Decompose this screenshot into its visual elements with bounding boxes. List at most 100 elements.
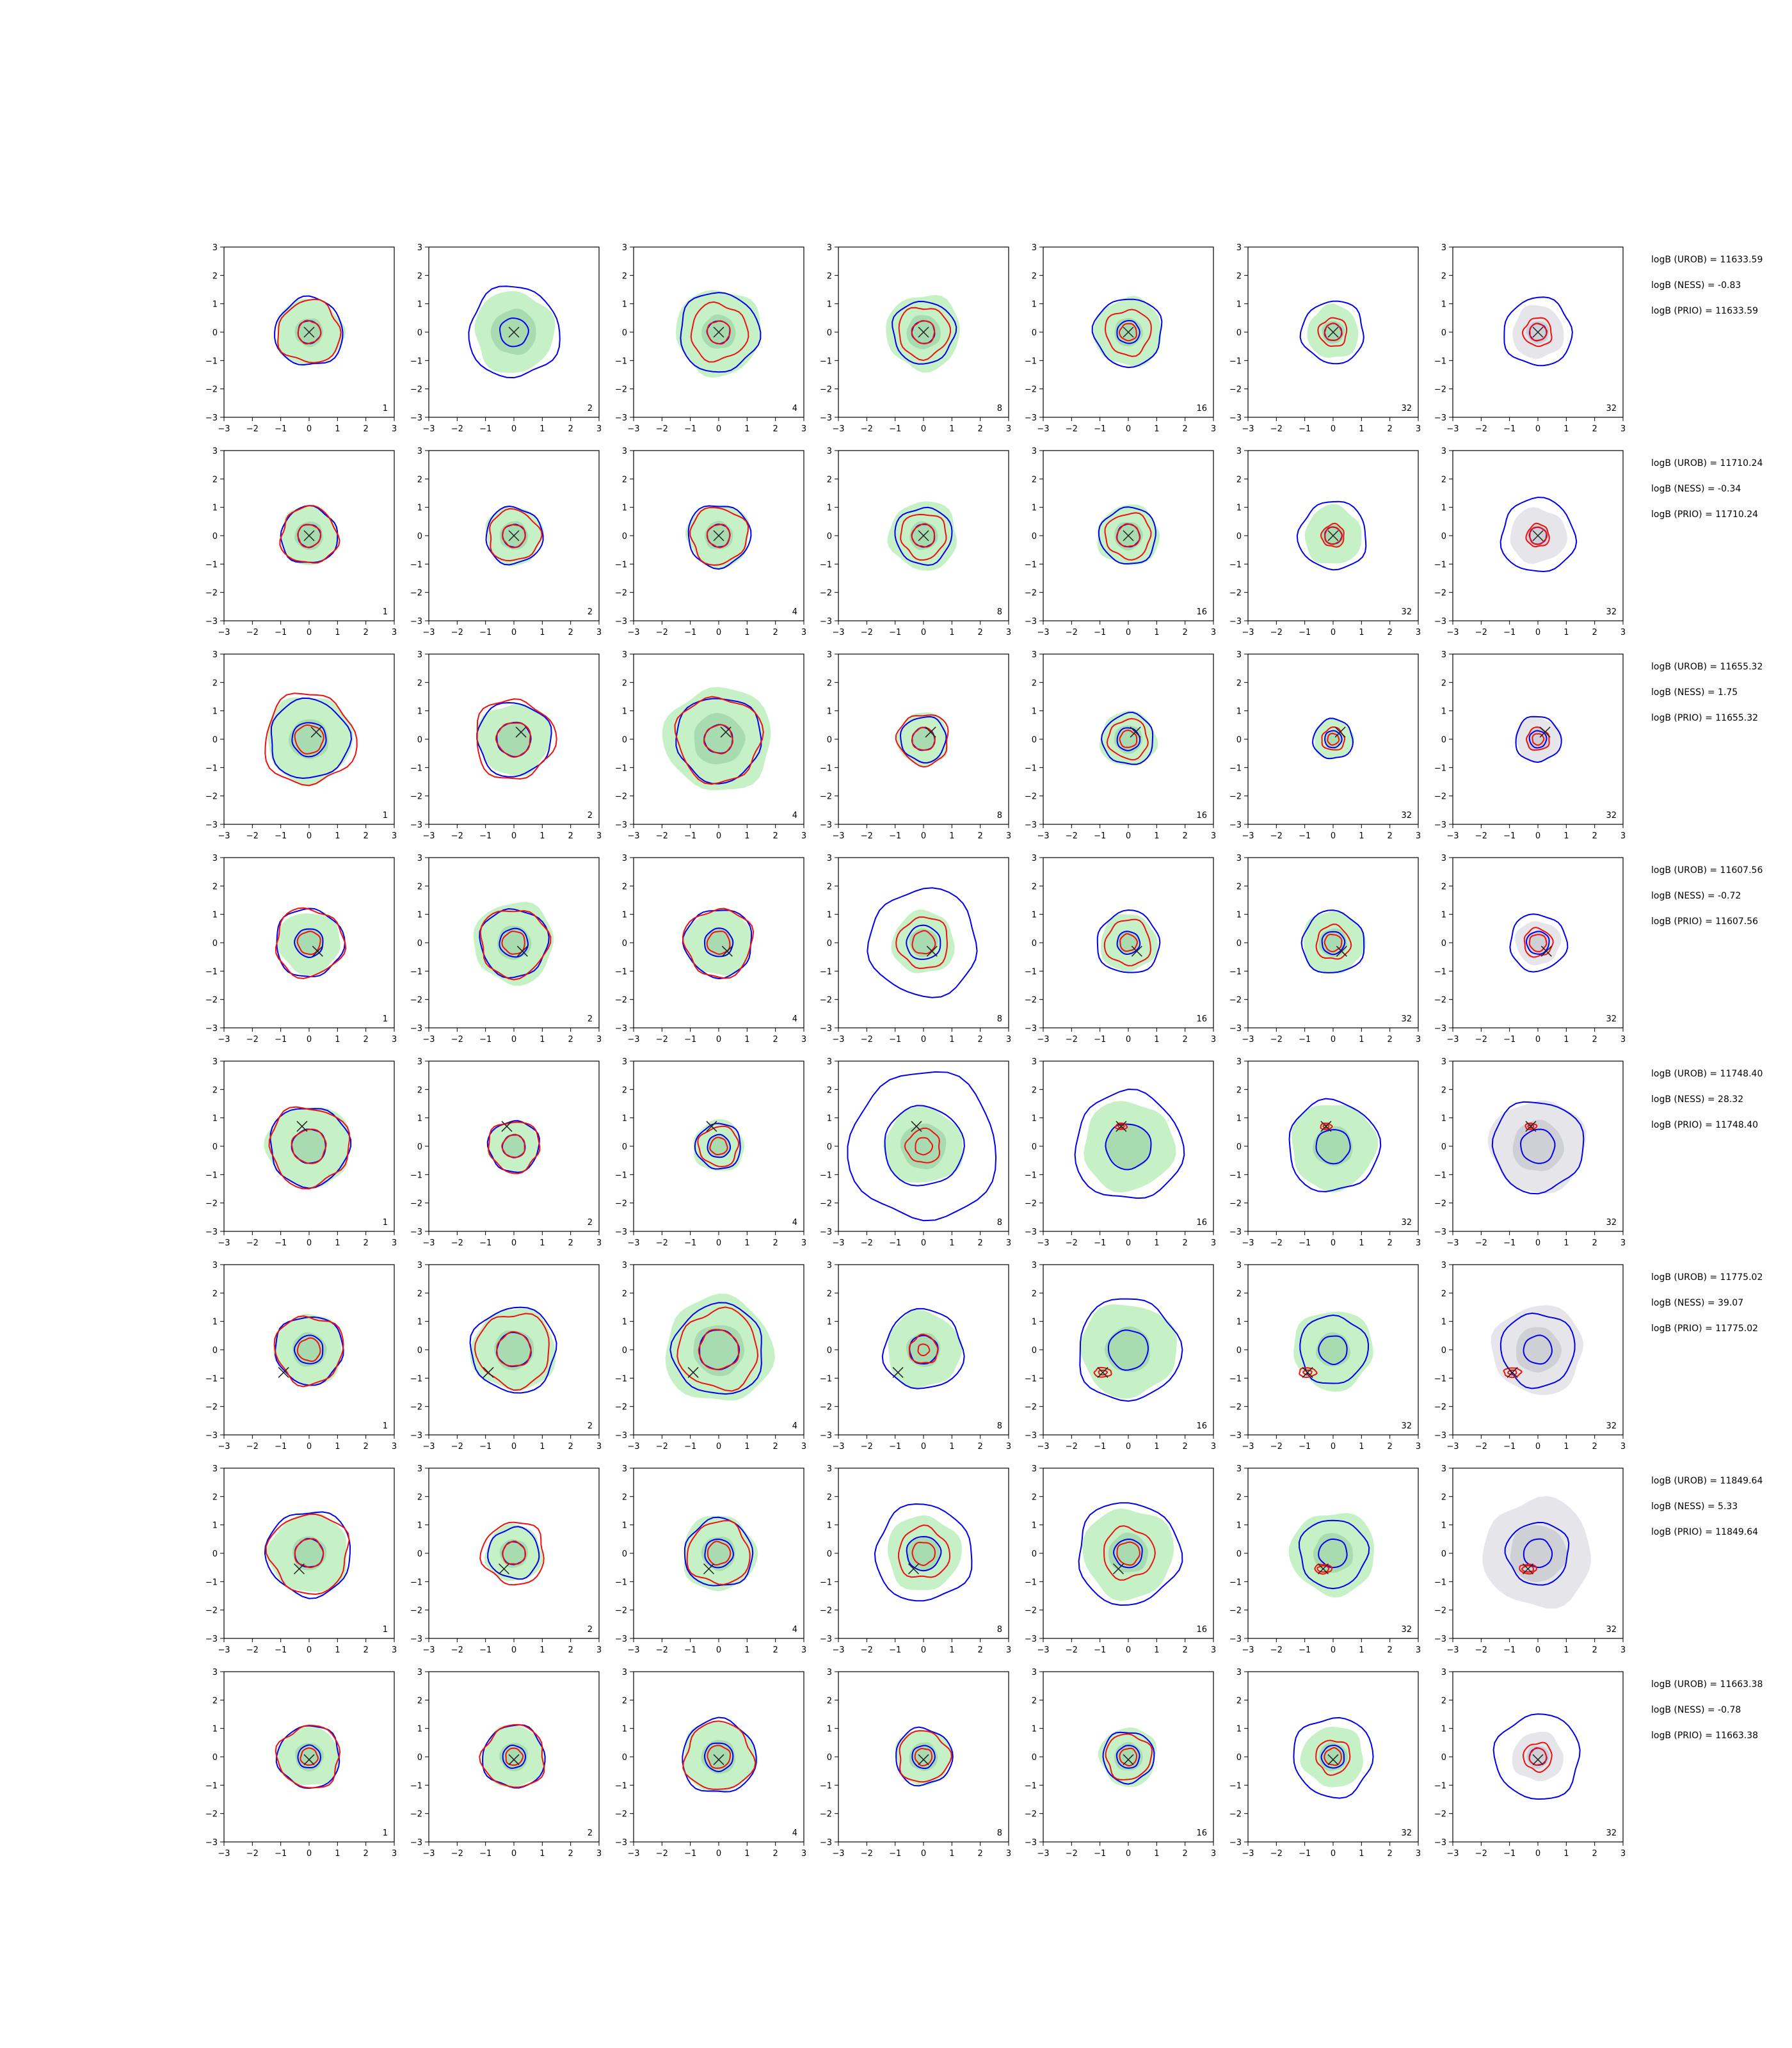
x-tick-label: −1 <box>275 1849 287 1859</box>
x-tick-label: −3 <box>627 628 639 637</box>
blue-contour-outer <box>1079 1298 1183 1402</box>
y-tick-label: 2 <box>417 271 422 281</box>
panel-corner-label: 2 <box>588 811 593 820</box>
y-tick-label: 3 <box>417 243 422 253</box>
x-tick-label: −2 <box>1270 1035 1283 1044</box>
x-tick-label: 2 <box>364 831 369 841</box>
plot-area <box>1491 1305 1584 1395</box>
y-tick-label: −2 <box>615 996 627 1005</box>
x-tick-label: 2 <box>1592 628 1597 637</box>
y-tick-label: −1 <box>205 967 218 977</box>
y-tick-label: 2 <box>622 271 627 281</box>
x-tick-label: 2 <box>364 1645 369 1655</box>
red-contour-outer <box>908 1333 939 1364</box>
x-tick-label: 0 <box>1535 424 1540 434</box>
y-tick-label: −2 <box>820 1199 832 1209</box>
y-tick-label: −2 <box>1434 1199 1446 1209</box>
y-tick-label: −1 <box>205 1781 218 1791</box>
x-tick-label: 0 <box>921 1645 926 1655</box>
x-tick-label: 2 <box>1183 1035 1188 1044</box>
blue-contour-outer <box>680 292 762 373</box>
density-fill-inner <box>1319 1742 1348 1772</box>
x-tick-label: −1 <box>684 628 696 637</box>
x-tick-label: 0 <box>511 1238 516 1248</box>
true-value-marker <box>1302 1366 1313 1379</box>
panel-corner-label: 32 <box>1606 1625 1617 1635</box>
panel-r4-c3: −3 −2 −1 0 1 2 3 −3 −2 −1 0 1 2 3 4 <box>615 854 806 1044</box>
y-tick-label: −1 <box>820 764 832 773</box>
y-tick-label: 0 <box>622 328 627 338</box>
y-tick-label: 1 <box>1441 300 1446 310</box>
x-tick-label: −3 <box>1446 1442 1459 1452</box>
x-tick-label: 1 <box>949 424 954 434</box>
x-tick-label: 1 <box>540 1645 545 1655</box>
red-contour-outer <box>1320 522 1345 548</box>
x-tick-label: 3 <box>392 1645 397 1655</box>
y-tick-label: 2 <box>1032 1492 1037 1502</box>
y-tick-label: 2 <box>622 475 627 484</box>
y-tick-label: 0 <box>417 328 422 338</box>
y-tick-label: 3 <box>622 1261 627 1270</box>
y-tick-label: −3 <box>615 1431 627 1441</box>
x-tick-label: 1 <box>335 1849 340 1859</box>
red-contour-outer <box>899 1730 952 1783</box>
plot-area <box>1096 909 1161 973</box>
blue-contour-inner <box>1315 1129 1351 1165</box>
y-tick-label: 1 <box>1236 707 1242 717</box>
x-tick-label: −3 <box>832 1238 844 1248</box>
plot-area <box>1299 300 1364 365</box>
red-contour-inner <box>706 931 731 955</box>
red-contour-inner <box>502 1540 527 1565</box>
x-tick-label: −1 <box>889 1645 901 1655</box>
x-tick-label: 3 <box>1620 1238 1626 1248</box>
y-tick-label: 0 <box>212 328 218 338</box>
y-tick-label: 3 <box>212 1464 218 1474</box>
y-tick-label: 1 <box>1441 707 1446 717</box>
y-tick-label: −2 <box>205 589 218 598</box>
y-tick-label: −2 <box>1229 1810 1242 1820</box>
y-tick-label: 2 <box>1236 1696 1242 1706</box>
y-tick-label: 1 <box>1441 1114 1446 1124</box>
y-tick-label: −1 <box>1025 560 1037 570</box>
true-value-marker <box>721 945 733 957</box>
panel-corner-label: 32 <box>1401 1014 1412 1024</box>
panel-r8-c6: −3 −2 −1 0 1 2 3 −3 −2 −1 0 1 2 3 32 <box>1229 1668 1421 1859</box>
plot-area <box>1312 717 1355 760</box>
plot-area <box>1515 716 1562 763</box>
x-tick-label: 0 <box>1535 1442 1540 1452</box>
true-value-marker <box>293 1563 305 1574</box>
x-tick-label: −3 <box>422 1849 435 1859</box>
red-contour-inner <box>707 1540 732 1566</box>
blue-contour-inner <box>1324 730 1343 749</box>
y-tick-label: −1 <box>1025 764 1037 773</box>
y-tick-label: −2 <box>410 792 422 802</box>
panel-corner-label: 2 <box>588 1218 593 1228</box>
x-tick-label: −1 <box>889 1442 901 1452</box>
panel-corner-label: 2 <box>588 1625 593 1635</box>
y-tick-label: 1 <box>1441 1318 1446 1327</box>
y-tick-label: 2 <box>1441 1085 1446 1095</box>
x-tick-label: −1 <box>1299 628 1311 637</box>
y-tick-label: −3 <box>615 820 627 830</box>
y-tick-label: 3 <box>417 447 422 456</box>
x-tick-label: 1 <box>1359 1442 1364 1452</box>
x-tick-label: 2 <box>773 1035 778 1044</box>
x-tick-label: 3 <box>1620 1645 1626 1655</box>
y-tick-label: −2 <box>410 1606 422 1616</box>
red-contour-outer <box>1315 1740 1351 1776</box>
x-tick-label: 0 <box>921 628 926 637</box>
x-tick-label: −3 <box>1242 831 1254 841</box>
true-value-marker <box>303 1754 315 1765</box>
x-tick-label: 0 <box>511 831 516 841</box>
x-tick-label: 2 <box>568 628 573 637</box>
x-tick-label: 3 <box>801 1645 806 1655</box>
red-contour-outer <box>895 714 949 768</box>
panel-corner-label: 4 <box>792 1828 797 1838</box>
x-tick-label: 2 <box>1183 1442 1188 1452</box>
x-tick-label: −3 <box>1446 1849 1459 1859</box>
y-tick-label: −3 <box>205 1024 218 1034</box>
x-tick-label: −1 <box>1299 831 1311 841</box>
panel-corner-label: 8 <box>997 1421 1002 1431</box>
